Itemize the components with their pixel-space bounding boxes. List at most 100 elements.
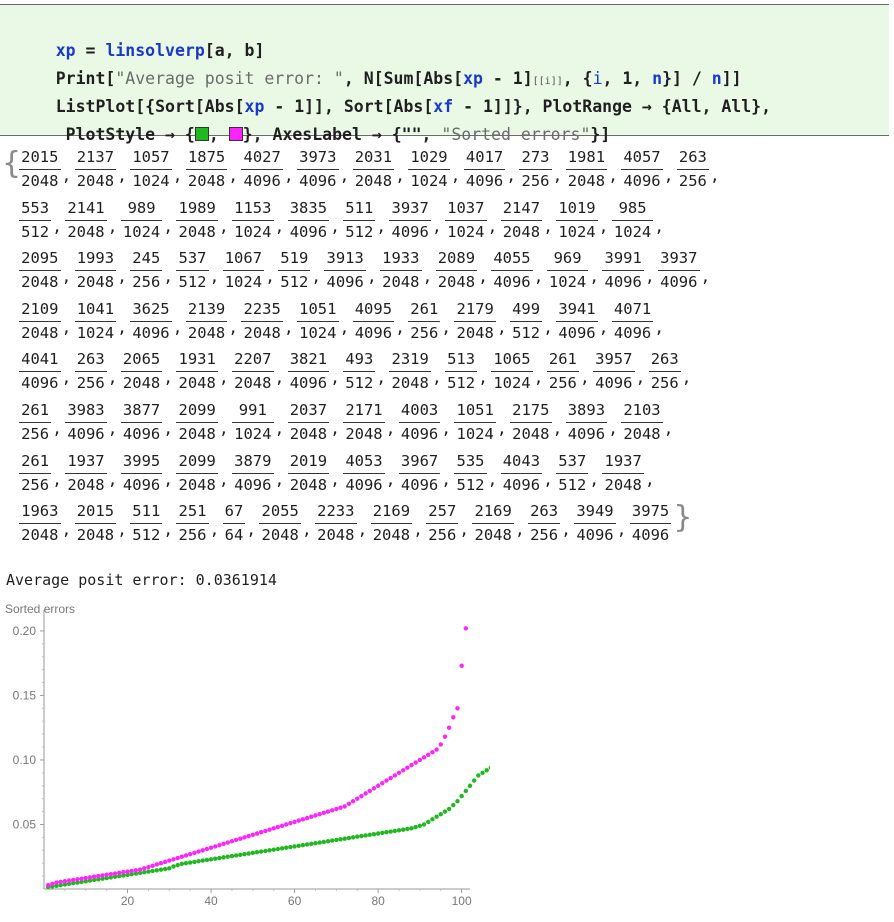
fraction: 2037 2048 <box>287 401 330 444</box>
listplot-chart[interactable]: Sorted errors 20 40 60 80 100 0.05 0.10 0.15 0.20 <box>0 598 490 922</box>
denominator: 2048 <box>243 323 281 342</box>
bracket: [ <box>373 69 384 88</box>
data-point <box>363 791 368 796</box>
data-point <box>83 875 88 881</box>
fraction: 537 512 <box>176 249 209 292</box>
data-point <box>446 725 452 730</box>
numerator: 2169 <box>474 502 512 521</box>
numerator: 1989 <box>178 198 216 217</box>
fraction: 2019 2048 <box>287 452 330 495</box>
comma: , <box>580 368 590 388</box>
data-point <box>309 841 314 847</box>
data-point <box>426 819 431 825</box>
numerator: 1029 <box>410 148 448 166</box>
fraction: 2065 2048 <box>120 350 163 393</box>
fraction: 3991 4096 <box>602 249 644 292</box>
input-cell[interactable]: xp = linsolverp[a, b] Print["Average pos… <box>0 4 889 144</box>
comma: , <box>117 166 127 185</box>
denominator: 4096 <box>558 323 596 342</box>
fraction-bar <box>343 422 385 423</box>
denominator: 1024 <box>76 323 115 342</box>
numerator: 1981 <box>567 148 606 166</box>
comma: , <box>385 419 396 438</box>
data-point <box>396 770 402 776</box>
numerator: 1931 <box>178 350 216 369</box>
data-point <box>342 836 347 841</box>
comma: , <box>61 166 72 185</box>
data-point <box>121 873 126 878</box>
data-point <box>54 883 59 888</box>
data-point <box>434 814 439 819</box>
denominator: 2048 <box>456 323 494 342</box>
numerator: 3967 <box>400 451 439 470</box>
fraction: 261 256 <box>408 300 441 343</box>
data-point <box>258 830 264 835</box>
data-point <box>388 829 393 834</box>
numerator: 3821 <box>289 350 328 369</box>
data-point <box>300 817 306 822</box>
fraction: 3913 4096 <box>324 249 366 292</box>
data-point <box>258 849 264 854</box>
data-point <box>267 827 272 832</box>
code-seg: - 1]]}, PlotRange → {All, All}, <box>453 97 772 116</box>
fraction-bar <box>445 219 487 221</box>
data-point <box>317 840 322 845</box>
numerator: 1037 <box>447 198 485 217</box>
comma: , <box>284 166 294 185</box>
data-point <box>317 811 322 817</box>
data-point <box>430 750 435 755</box>
fraction-bar <box>130 320 172 322</box>
fraction-bar <box>556 219 598 221</box>
fraction-bar <box>546 371 579 373</box>
magenta-swatch[interactable] <box>228 127 243 141</box>
fraction: 2095 2048 <box>19 249 61 292</box>
fraction-bar <box>602 472 644 474</box>
fraction-bar <box>611 320 654 322</box>
denominator: 1024 <box>613 222 652 241</box>
comma: , <box>395 166 405 185</box>
numerator: 3937 <box>660 249 698 268</box>
fraction: 513 512 <box>445 350 478 393</box>
fraction: 3835 4096 <box>287 199 330 242</box>
data-point <box>392 773 398 778</box>
code-line-3[interactable]: ListPlot[{Sort[Abs[xp - 1]], Sort[Abs[xf… <box>16 77 771 137</box>
code-line-4[interactable]: PlotStyle → {, }, AxesLabel → {"", "Sort… <box>16 105 611 165</box>
data-point <box>96 877 101 882</box>
denominator: 2048 <box>372 526 411 545</box>
data-point <box>263 828 268 834</box>
fraction: 4071 4096 <box>611 300 654 343</box>
data-point <box>171 857 176 862</box>
fraction-bar <box>463 169 506 170</box>
iter-open: , { <box>562 69 593 88</box>
fraction-bar <box>528 523 561 525</box>
comma: , <box>52 469 62 489</box>
fraction-bar <box>435 270 478 272</box>
fraction: 1019 1024 <box>556 199 598 242</box>
comma: , <box>413 520 423 540</box>
data-point <box>162 859 168 865</box>
data-point <box>313 840 318 846</box>
data-point <box>221 855 226 860</box>
fraction: 257 256 <box>426 502 459 545</box>
code-line-1[interactable]: xp = linsolverp[a, b] <box>16 21 265 81</box>
code-line-2[interactable]: Print["Average posit error: ", N[Sum[Abs… <box>16 49 742 112</box>
numerator: 245 <box>132 249 161 268</box>
fraction: 261 256 <box>546 350 579 393</box>
comma: , <box>219 469 229 489</box>
data-point <box>409 762 414 768</box>
fraction: 499 512 <box>510 300 543 343</box>
green-swatch[interactable] <box>194 127 209 141</box>
data-point <box>221 841 226 847</box>
fraction-bar <box>621 169 663 170</box>
data-point <box>413 760 418 765</box>
comma: , <box>654 216 665 236</box>
var-n: n <box>652 69 663 88</box>
data-point <box>242 851 247 857</box>
data-point <box>225 854 230 859</box>
data-point <box>325 839 331 844</box>
fraction-bar <box>593 371 635 373</box>
fraction: 3983 4096 <box>65 401 107 444</box>
fraction-bar <box>176 422 218 423</box>
fraction-bar <box>315 523 357 525</box>
denominator: 512 <box>512 323 541 342</box>
